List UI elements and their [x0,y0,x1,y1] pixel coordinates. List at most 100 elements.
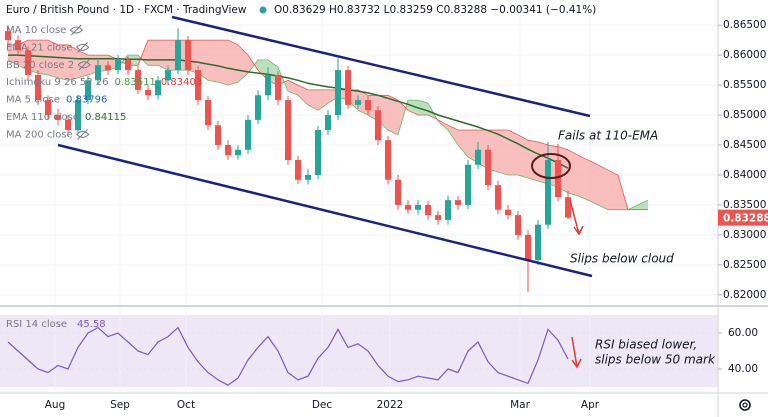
channel-lower [57,143,593,278]
candle-body [175,40,181,71]
cloud-fill [228,40,238,86]
x-tick-label: Mar [510,399,530,411]
indicator-reading: 0.84115 [85,112,126,123]
x-tick-label: Aug [45,399,66,411]
hidden-eye-icon [77,59,91,71]
candle-body [65,119,71,131]
cloud-span-a [7,54,649,211]
candle-body [45,100,51,116]
x-tick-label: Apr [581,399,600,411]
gear[interactable] [739,399,751,411]
candle-body [535,224,541,261]
highlight-ellipse [531,153,571,179]
candle-body [285,100,291,160]
candle-body [485,149,491,186]
cloud-fill [318,89,328,111]
candle-body [135,70,141,90]
x-tick-label: Oct [177,399,195,411]
candle-body [295,159,301,180]
hidden-eye-icon [76,42,90,53]
last-price-label: 0.83288 [723,213,768,225]
last-price-tag [718,209,768,226]
candle-body [225,145,231,156]
cloud-fill [578,155,588,201]
candle-body [55,115,61,120]
annotation: slips below 50 mark [595,353,716,367]
candle-body [495,185,501,210]
candle-body [335,70,341,116]
candle-body [195,70,201,101]
cloud-fill [48,40,58,78]
candle-body [75,100,81,131]
candle-body [325,115,331,131]
y-tick-label: 0.86500 [723,19,766,31]
y-tick-label: 40.00 [728,363,758,375]
candle-body [565,197,571,218]
y-tick-label: 0.82000 [723,289,766,301]
cloud-fill [148,40,158,66]
annotation: Slips below cloud [570,252,674,266]
candle-body [365,100,371,111]
indicator-label: EMA 110 close [6,112,79,123]
indicator-label: Ichimoku 9 26 52 26 [6,77,109,88]
candle-body [305,174,311,180]
candle-body [375,110,381,141]
candle-body [515,215,521,235]
cloud-fill [588,159,598,205]
cloud-fill [68,44,78,81]
candle-body [405,204,411,210]
settings-icon[interactable] [739,399,751,411]
indicator-label: MA 10 close [6,25,66,36]
candle-body [185,40,191,71]
y-tick-label: 0.83000 [723,229,766,241]
candle-body [345,70,351,105]
indicator-reading: 0.83796 [66,95,107,106]
candle-body [35,74,41,101]
y-tick-label: 0.86000 [723,49,766,61]
cloud-fill [498,130,508,175]
cloud-fill [518,134,528,178]
cloud-fill [308,89,318,111]
candle-body [145,89,151,96]
cloud-fill [248,55,258,74]
indicator-reading: 0.83611 [115,77,156,88]
candle-body [265,74,271,96]
rsi-down-arrow [571,336,582,369]
candle-body [555,159,561,198]
candle-body [415,204,421,210]
cloud-fill [158,40,168,71]
y-tick-label: 0.82500 [723,259,766,271]
cloud-fill [608,170,618,210]
background-layer [0,0,718,393]
y-tick-label: 0.85500 [723,79,766,91]
hidden-eye-icon [76,129,90,140]
cloud-fill [508,130,518,175]
status-dot [259,6,267,14]
gear-center[interactable] [742,402,748,408]
candle-body [155,80,161,96]
candle-body [525,234,531,261]
x-tick-label: Dec [312,399,333,411]
indicator-label: BB 20 close 2 [6,60,74,71]
y-tick-label: 0.84500 [723,139,766,151]
cloud-fill [598,164,608,210]
candle-body [465,164,471,205]
candle-body [445,200,451,220]
y-tick-label: 0.83500 [723,199,766,211]
candle-body [5,31,11,41]
candle-body [455,200,461,205]
candle-body [425,204,431,216]
candle-body [235,149,241,156]
x-tick-label: 2022 [377,399,404,411]
candle-body [215,125,221,146]
candle-body [275,74,281,101]
indicator-label: EMA 21 close [6,42,73,53]
cloud-fill [218,40,228,86]
candle-body [205,100,211,126]
candle-body [245,119,251,150]
y-tick-label: 0.85000 [723,109,766,121]
candle-body [435,215,441,220]
rsi-label: RSI 14 close [6,319,67,330]
annotation: Fails at 110-EMA [558,129,658,143]
hidden-eye-icon [69,24,84,36]
